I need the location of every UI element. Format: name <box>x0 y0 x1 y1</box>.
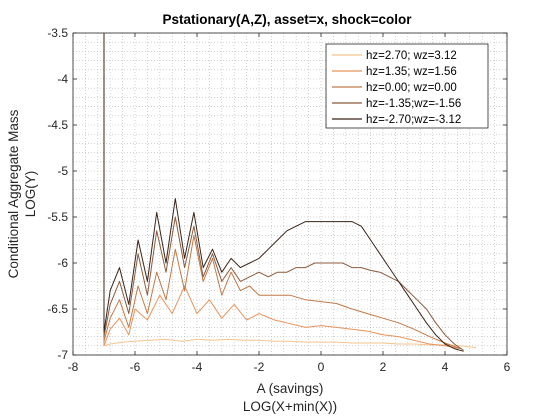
grid-layer <box>72 32 508 356</box>
x-tick-label: -8 <box>68 360 79 374</box>
y-axis-label-secondary: LOG(Y) <box>23 171 38 218</box>
y-tick-label: -4 <box>57 72 68 86</box>
legend-box <box>325 43 489 129</box>
x-tick-label: 0 <box>318 360 325 374</box>
legend-entries: hz=2.70; wz=3.12 hz=1.35; wz=1.56 hz=0.00;… <box>332 50 461 126</box>
series-line-0 <box>103 338 477 349</box>
y-tick-label: -6 <box>57 256 68 270</box>
y-tick-label: -5.5 <box>47 210 68 224</box>
x-tick-label: -2 <box>254 360 265 374</box>
series-line-3 <box>103 216 464 351</box>
x-tick-label: 4 <box>442 360 449 374</box>
legend-label: hz=0.00; wz=0.00 <box>366 82 457 94</box>
series-line-1 <box>103 285 461 350</box>
series-line-2 <box>103 234 461 350</box>
x-axis-label-secondary: LOG(X+min(X)) <box>243 399 337 414</box>
x-axis-label: A (savings) <box>257 381 324 396</box>
x-tick-label: -6 <box>130 360 141 374</box>
y-tick-label: -5 <box>57 164 68 178</box>
series-layer <box>103 33 477 352</box>
legend-label: hz=2.70; wz=3.12 <box>366 50 457 62</box>
tick-layer: -8 -6 -4 -2 0 2 4 6 -7 -6.5 -6 -5.5 -5 -4.5 -4 -3.5 <box>47 26 510 374</box>
axes-frame <box>72 32 508 356</box>
y-axis-label: Conditional Aggregate Mass <box>6 109 21 278</box>
legend-label: hz=-2.70;wz=-3.12 <box>366 114 461 126</box>
chart-title: Pstationary(A,Z), asset=x, shock=color <box>162 12 412 27</box>
x-tick-label: 6 <box>504 360 511 374</box>
y-tick-label: -6.5 <box>47 302 68 316</box>
legend-label: hz=1.35; wz=1.56 <box>366 66 457 78</box>
series-line-4 <box>103 198 464 352</box>
x-tick-label: -4 <box>192 360 203 374</box>
y-tick-label: -3.5 <box>47 26 68 40</box>
x-tick-label: 2 <box>380 360 387 374</box>
legend: hz=2.70; wz=3.12 hz=1.35; wz=1.56 hz=0.00;… <box>325 43 489 129</box>
legend-label: hz=-1.35;wz=-1.56 <box>366 98 461 110</box>
y-tick-label: -7 <box>57 348 68 362</box>
y-tick-label: -4.5 <box>47 118 68 132</box>
